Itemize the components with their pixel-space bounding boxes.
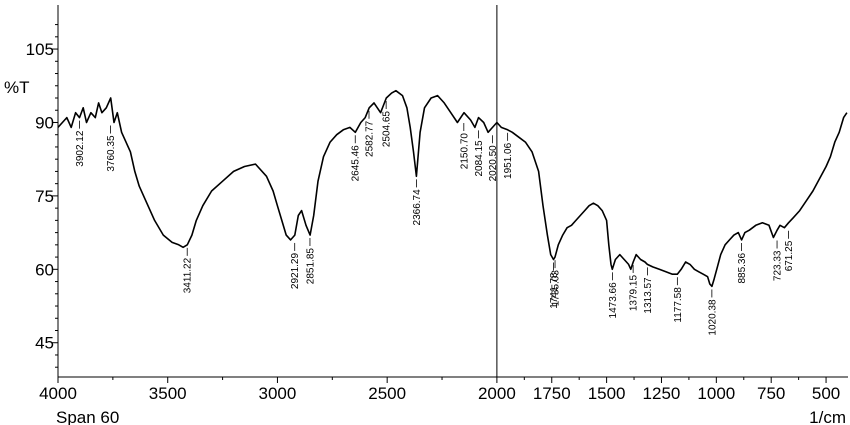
peak-label: 1951.06: [503, 142, 514, 179]
spectrum-line: [57, 89, 848, 288]
peak-label: 3760.35: [106, 135, 117, 172]
y-tick-label: 60: [35, 260, 54, 279]
y-axis: 45 60 75 90 105: [26, 24, 58, 368]
peak-label: 2851.85: [305, 248, 316, 285]
x-axis-title: 1/cm: [809, 408, 846, 425]
x-axis: 4000 3500 3000 2500 2000 1750 1500 1250 1000 750 5…: [39, 377, 840, 403]
x-tick-label: 1750: [533, 384, 571, 403]
peak-label: 2921.29: [290, 253, 301, 290]
peak-label: 2504.65: [382, 111, 393, 148]
peak-label: 1741.78: [549, 272, 560, 309]
y-tick-label: 105: [26, 40, 54, 59]
x-tick-label: 2500: [368, 384, 406, 403]
peak-label: 2582.77: [365, 120, 376, 157]
x-tick-label: 3000: [259, 384, 297, 403]
y-tick-label: 75: [35, 187, 54, 206]
peak-label: 1020.38: [707, 299, 718, 336]
series-group: [57, 89, 848, 288]
peak-label: 1379.15: [629, 275, 640, 312]
x-tick-label: 3500: [149, 384, 187, 403]
peak-label: 2084.15: [474, 140, 485, 177]
y-tick-label: 90: [35, 113, 54, 132]
x-tick-label: 1000: [697, 384, 735, 403]
peak-label: 2150.70: [459, 133, 470, 170]
span-footer: Span 60: [56, 408, 119, 425]
peak-label: 671.25: [784, 240, 795, 271]
x-tick-label: 500: [812, 384, 840, 403]
x-tick-label: 1500: [588, 384, 626, 403]
x-tick-label: 4000: [39, 384, 77, 403]
y-axis-title: %T: [4, 78, 30, 97]
peak-label: 2645.46: [351, 145, 362, 182]
peak-labels: 3902.12 3760.35 3411.22 2921.29 2851.85 2645.…: [75, 101, 795, 336]
peak-label: 1177.58: [673, 287, 684, 323]
peak-label: 2366.74: [412, 189, 423, 226]
peak-label: 1313.57: [643, 277, 654, 314]
x-tick-label: 2000: [478, 384, 516, 403]
peak-label: 2020.50: [488, 145, 499, 182]
peak-label: 3902.12: [75, 130, 86, 167]
peak-label: 885.36: [737, 253, 748, 284]
peak-label: 1473.66: [608, 282, 619, 319]
x-tick-label: 1250: [643, 384, 681, 403]
peak-label: 1735.03: [551, 270, 562, 307]
y-tick-label: 45: [35, 334, 54, 353]
x-tick-label: 750: [757, 384, 785, 403]
peak-label: 723.33: [773, 250, 784, 281]
peak-label: 3411.22: [183, 257, 194, 293]
